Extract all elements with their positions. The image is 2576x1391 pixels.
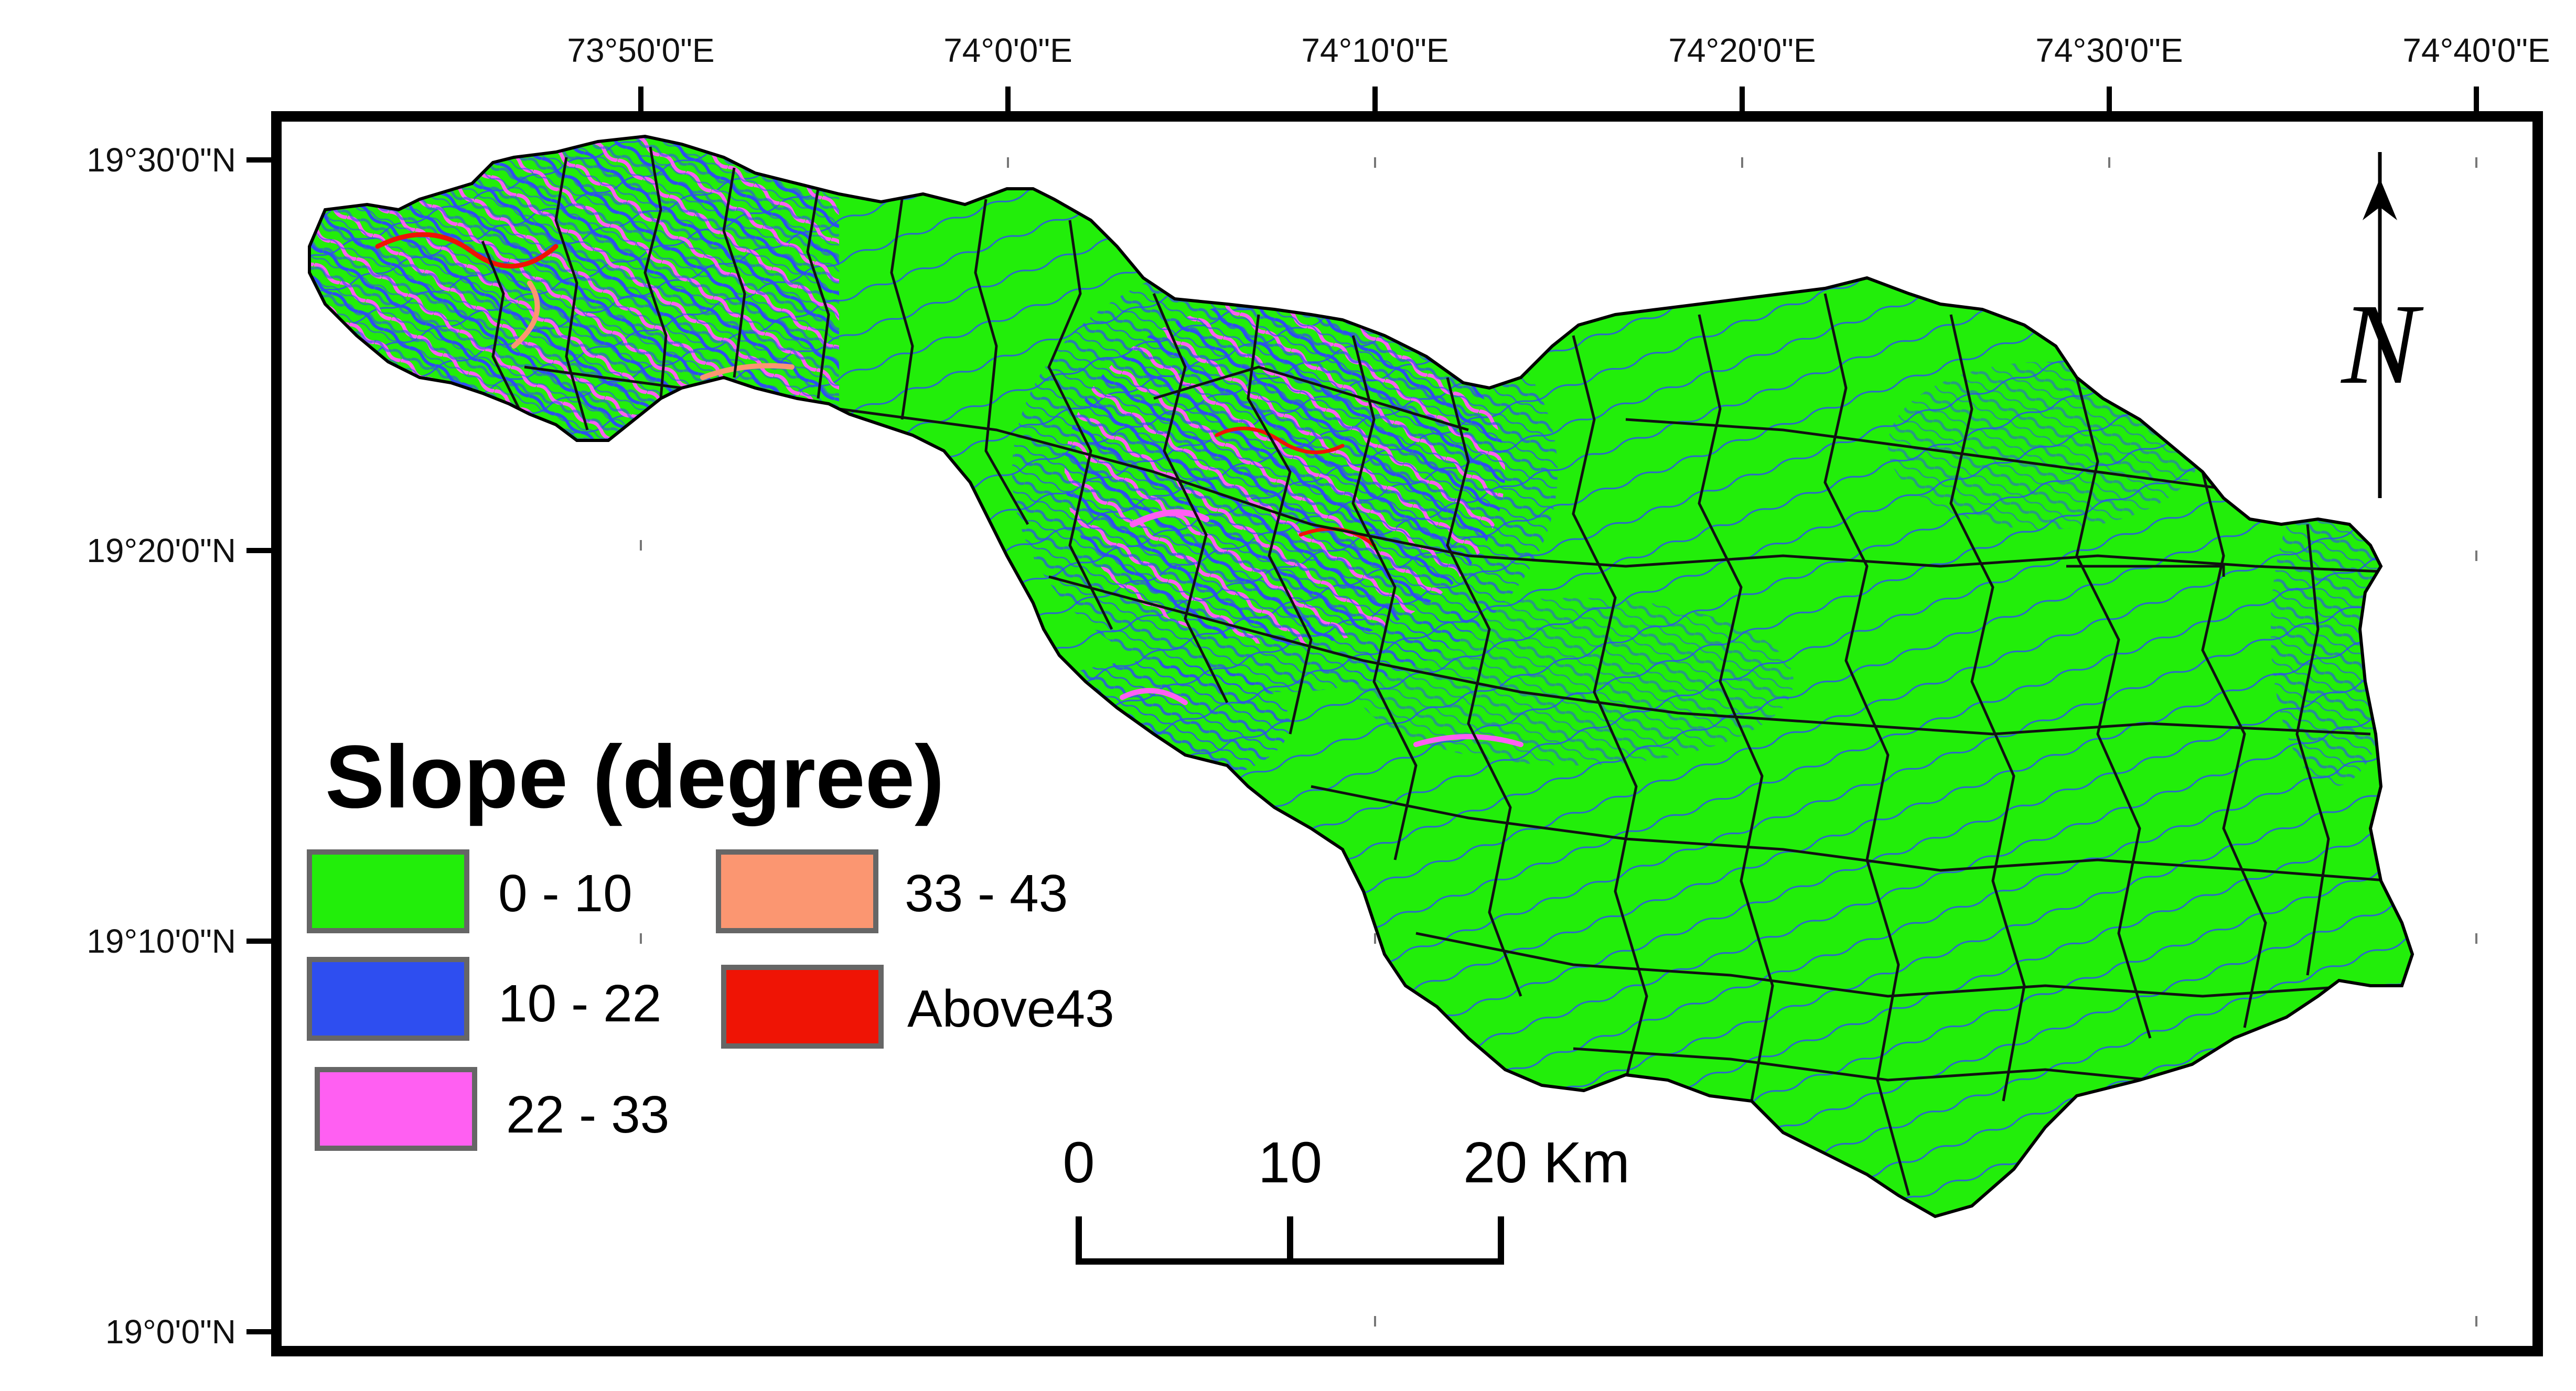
legend-swatch-above43 [721,965,884,1049]
lon-label: 74°10'0"E [1301,31,1448,69]
longitude-labels: 73°50'0"E 74°0'0"E 74°10'0"E 74°20'0"E 7… [567,31,2550,69]
scale-label-0: 0 [1062,1130,1094,1195]
scale-label-10: 10 [1258,1130,1322,1195]
north-arrow: N [2341,152,2424,498]
lon-label: 74°0'0"E [943,31,1072,69]
scale-label-20: 20 Km [1463,1130,1630,1195]
lon-label: 74°40'0"E [2402,31,2550,69]
frame-ticks [246,87,2479,1334]
legend-label: 22 - 33 [506,1085,669,1144]
lat-label: 19°20'0"N [87,532,236,569]
legend-label: Above43 [907,979,1114,1038]
legend-label: 10 - 22 [498,974,661,1033]
legend-label: 33 - 43 [905,864,1068,923]
legend-swatch-10-22 [307,957,469,1041]
legend-title: Slope (degree) [325,727,944,827]
legend-swatch-22-33 [315,1067,477,1151]
legend-swatch-0-10 [307,849,469,933]
subbasin-boundaries [481,146,2392,1196]
legend-swatch-33-43 [716,849,878,933]
legend: Slope (degree) 0 - 10 10 - 22 22 - 33 33… [307,727,1114,1151]
scale-bar: 0 10 20 Km [1062,1130,1630,1265]
lat-label: 19°30'0"N [87,141,236,179]
catchment-outline [308,134,2414,1219]
lon-label: 74°30'0"E [2035,31,2183,69]
lon-label: 74°20'0"E [1668,31,1816,69]
lon-label: 73°50'0"E [567,31,714,69]
latitude-labels: 19°30'0"N 19°20'0"N 19°10'0"N 19°0'0"N [87,141,236,1351]
legend-label: 0 - 10 [498,864,632,923]
lat-label: 19°0'0"N [105,1313,236,1351]
north-label: N [2341,280,2424,408]
lat-label: 19°10'0"N [87,922,236,960]
